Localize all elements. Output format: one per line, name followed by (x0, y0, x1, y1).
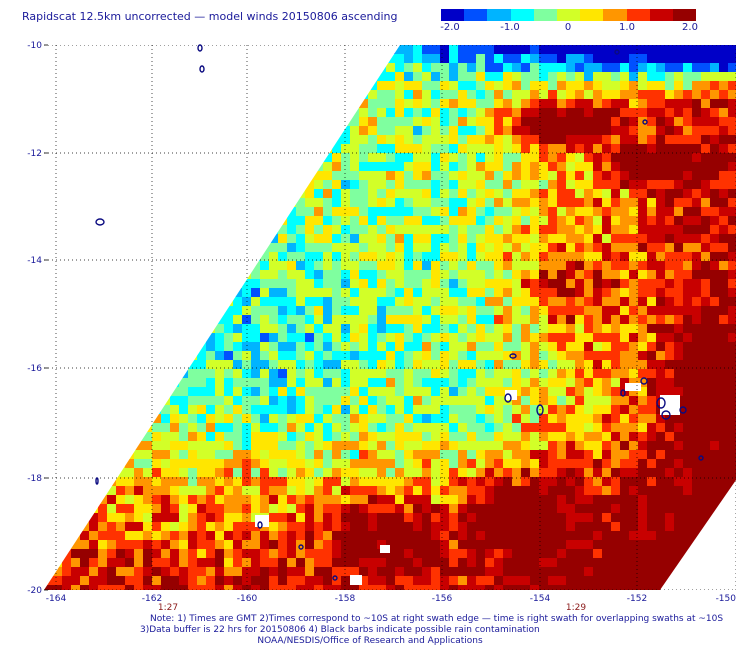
map-title: Rapidscat 12.5km uncorrected — model win… (22, 10, 398, 23)
time-label: 1:29 (566, 603, 586, 613)
colorbar-swatch (672, 9, 697, 21)
colorbar-swatch (603, 9, 627, 21)
colorbar-label: -2.0 (440, 22, 460, 33)
colorbar-swatch (510, 9, 534, 21)
latitude-label: -18 (27, 474, 42, 484)
colorbar-label: 2.0 (682, 22, 698, 33)
coastlines (95, 44, 704, 581)
time-label: 1:27 (158, 603, 178, 613)
note-line-2: 3)Data buffer is 22 hrs for 20150806 4) … (140, 625, 540, 635)
footnotes: Note: 1) Times are GMT 2)Times correspon… (0, 614, 740, 647)
colorbar-swatch (626, 9, 650, 21)
latitude-label: -10 (27, 41, 42, 51)
colorbar-swatch (556, 9, 581, 21)
latitude-label: -14 (27, 256, 42, 266)
colorbar-swatch (533, 9, 557, 21)
latitude-label: -20 (27, 586, 42, 596)
longitude-label: -150 (716, 594, 737, 604)
longitude-label: -156 (432, 594, 453, 604)
colorbar-swatch (441, 9, 465, 21)
note-line-3: NOAA/NESDIS/Office of Research and Appli… (257, 636, 483, 646)
colorbar-swatch (580, 9, 604, 21)
longitude-label: -162 (142, 594, 162, 604)
longitude-label: -154 (530, 594, 551, 604)
longitude-label: -160 (237, 594, 258, 604)
time-labels: 1:27 1:29 (158, 603, 586, 613)
lat-lon-grid (44, 45, 736, 590)
colorbar-label: -1.0 (500, 22, 520, 33)
colorbar-swatch (464, 9, 488, 21)
latitude-labels: -10 -12 -14 -16 -18 -20 (27, 41, 48, 596)
latitude-label: -16 (27, 364, 42, 374)
longitude-label: -152 (627, 594, 647, 604)
longitude-label: -164 (46, 594, 67, 604)
colorbar-label: 0 (564, 22, 572, 33)
longitude-labels: -164 -162 -160 -158 -156 -154 -152 -150 (46, 594, 736, 604)
colorbar (441, 9, 697, 21)
colorbar-swatch (487, 9, 511, 21)
longitude-label: -158 (335, 594, 356, 604)
colorbar-label: 1.0 (619, 22, 635, 33)
note-line-1: Note: 1) Times are GMT 2)Times correspon… (150, 614, 724, 624)
colorbar-swatch (649, 9, 673, 21)
latitude-label: -12 (27, 149, 42, 159)
